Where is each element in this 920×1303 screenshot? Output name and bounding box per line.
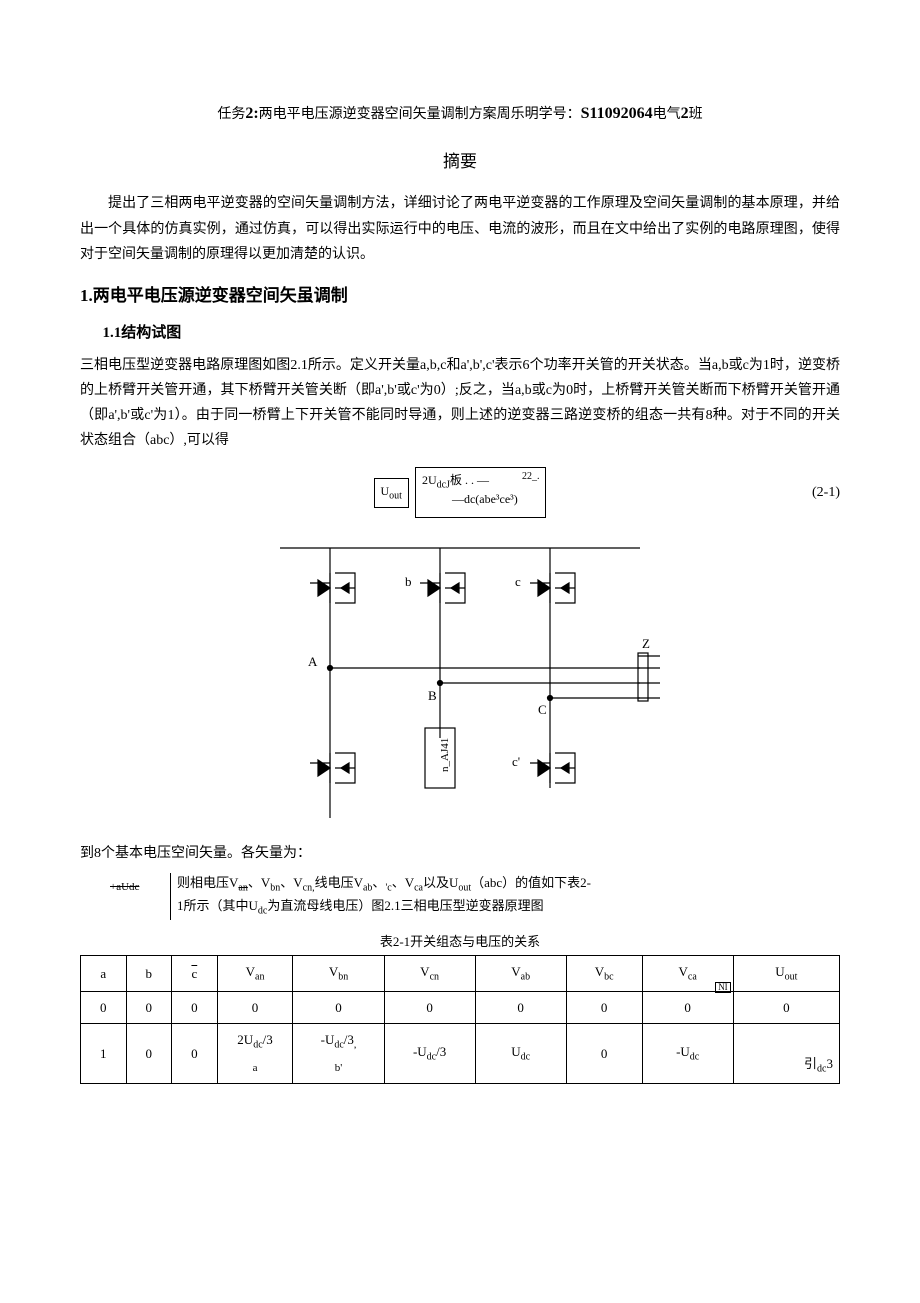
cell: 0 xyxy=(642,991,733,1023)
cell: -Udc/3 xyxy=(384,1024,475,1083)
th-vca-overlay: NI xyxy=(715,982,731,993)
cell: -Udc xyxy=(642,1024,733,1083)
eq-left-sub: out xyxy=(389,490,402,501)
th-van: Van xyxy=(217,956,293,992)
section-1-1-num: 1.1 xyxy=(103,325,122,341)
caption-block: +aUdc 则相电压Van、Vbn、Vcn,线电压Vab、'c、Vca以及Uou… xyxy=(80,873,840,920)
label-C: C xyxy=(538,702,547,717)
cap-sub-cn: cn, xyxy=(303,882,315,893)
cell: 0 xyxy=(81,991,127,1023)
cap-l3a: 1所示（其中U xyxy=(177,898,258,913)
class-suffix: 班 xyxy=(689,107,703,122)
th-vcn: Vcn xyxy=(384,956,475,992)
label-A: A xyxy=(308,654,318,669)
th-vbc: Vbc xyxy=(566,956,642,992)
table-caption: 表2-1开关组态与电压的关系 xyxy=(80,930,840,953)
cell: 0 xyxy=(126,991,172,1023)
cell: 引dc3 xyxy=(733,1024,839,1083)
student-id: S11092064 xyxy=(581,105,653,122)
cell: 0 xyxy=(733,991,839,1023)
cap-sub-bn: bn xyxy=(270,882,280,893)
cell: 0 xyxy=(126,1024,172,1083)
equation-right-box: 2UdcJ板 . . — 22_. —dc(abe³ce³) xyxy=(415,467,547,518)
abstract-body: 提出了三相两电平逆变器的空间矢量调制方法，详细讨论了两电平逆变器的工作原理及空间… xyxy=(80,191,840,267)
label-c-prime: c' xyxy=(512,754,520,769)
th-b: b xyxy=(126,956,172,992)
cell: Udc xyxy=(475,1024,566,1083)
cap-l2c: 、V xyxy=(280,875,302,890)
cap-sub-dc: dc xyxy=(258,906,267,917)
th-a: a xyxy=(81,956,127,992)
abstract-heading: 摘要 xyxy=(80,147,840,178)
cell: 0 xyxy=(384,991,475,1023)
cell: 0 xyxy=(172,1024,218,1083)
switch-voltage-table: a b c Van Vbn Vcn Vab Vbc VcaNI Uout 0 0… xyxy=(80,955,840,1083)
cell: -Udc/3,b' xyxy=(293,1024,384,1083)
overlay-audc: +aUdc xyxy=(110,879,139,897)
table-row: 1 0 0 2Udc/3a -Udc/3,b' -Udc/3 Udc 0 -Ud… xyxy=(81,1024,840,1083)
eq-r2: —dc(abe³ce³) xyxy=(452,492,518,506)
th-vab: Vab xyxy=(475,956,566,992)
table-row: 0 0 0 0 0 0 0 0 0 0 xyxy=(81,991,840,1023)
inverter-circuit-svg: b c Z A B C n_AJ41 c' xyxy=(240,528,680,828)
class-text: 电气 xyxy=(653,107,681,122)
table-header-row: a b c Van Vbn Vcn Vab Vbc VcaNI Uout xyxy=(81,956,840,992)
section-1-1-title: 结构试图 xyxy=(121,325,181,341)
cell: 0 xyxy=(217,991,293,1023)
th-vca: VcaNI xyxy=(642,956,733,992)
label-c: c xyxy=(515,574,521,589)
cap-l2d: 线电压V xyxy=(315,875,363,890)
cap-l2e: 、 xyxy=(372,875,385,890)
cap-sub-ca: ca xyxy=(414,882,423,893)
cap-l2a: 则相电压V xyxy=(177,875,238,890)
cell: 1 xyxy=(81,1024,127,1083)
eq-r1-sub: dcJ xyxy=(437,480,450,491)
cell: 2Udc/3a xyxy=(217,1024,293,1083)
doc-title-line: 任务2:两电平电压源逆变器空间矢量调制方案周乐明学号：S11092064电气2班 xyxy=(80,100,840,129)
post-circuit-line-1: 到8个基本电压空间矢量。各矢量为： xyxy=(80,841,840,866)
label-z: Z xyxy=(642,636,650,651)
eq-left-u: U xyxy=(381,484,390,498)
label-b: b xyxy=(405,574,412,589)
section-1-1-heading: 1.1结构试图 xyxy=(103,320,841,347)
cell: 0 xyxy=(172,991,218,1023)
cap-l3b: 为直流母线电压）图2.1三相电压型逆变器原理图 xyxy=(267,898,543,913)
cap-sub-ab: ab xyxy=(363,882,372,893)
eq-r1a: 2U xyxy=(422,473,437,487)
cell: 0 xyxy=(293,991,384,1023)
cap-l2g: 以及U xyxy=(423,875,458,890)
cap-sub-out: out xyxy=(458,882,471,893)
section-1-para: 三相电压型逆变器电路原理图如图2.1所示。定义开关量a,b,c和a',b',c'… xyxy=(80,353,840,454)
cap-l2f: 、V xyxy=(392,875,414,890)
cap-l2b: 、V xyxy=(248,875,270,890)
title-main: 两电平电压源逆变器空间矢量调制方案周乐明学号： xyxy=(259,107,581,122)
equation-2-1: Uout 2UdcJ板 . . — 22_. —dc(abe³ce³) (2-1… xyxy=(80,467,840,518)
th-uout: Uout xyxy=(733,956,839,992)
label-B: B xyxy=(428,688,437,703)
cap-l2h: （abc）的值如下表2- xyxy=(471,875,591,890)
cell: 0 xyxy=(475,991,566,1023)
equation-number: (2-1) xyxy=(812,480,840,505)
section-1-title: 两电平电压源逆变器空间矢虽调制 xyxy=(93,286,348,305)
eq-sup: 22_. xyxy=(522,471,540,482)
section-1-num: 1. xyxy=(80,286,93,305)
th-c: c xyxy=(172,956,218,992)
eq-r1b: 板 . . — xyxy=(450,473,489,487)
task-number: 2: xyxy=(245,105,258,122)
cell: 0 xyxy=(566,991,642,1023)
title-prefix: 任务 xyxy=(217,107,245,122)
cell: 0 xyxy=(566,1024,642,1083)
section-1-heading: 1.两电平电压源逆变器空间矢虽调制 xyxy=(80,281,840,312)
cap-sub-an: an xyxy=(238,882,247,893)
label-mid-box: n_AJ41 xyxy=(439,738,451,772)
th-vbn: Vbn xyxy=(293,956,384,992)
equation-left-box: Uout xyxy=(374,478,409,508)
class-num: 2 xyxy=(681,105,689,122)
circuit-diagram: b c Z A B C n_AJ41 c' xyxy=(80,528,840,837)
